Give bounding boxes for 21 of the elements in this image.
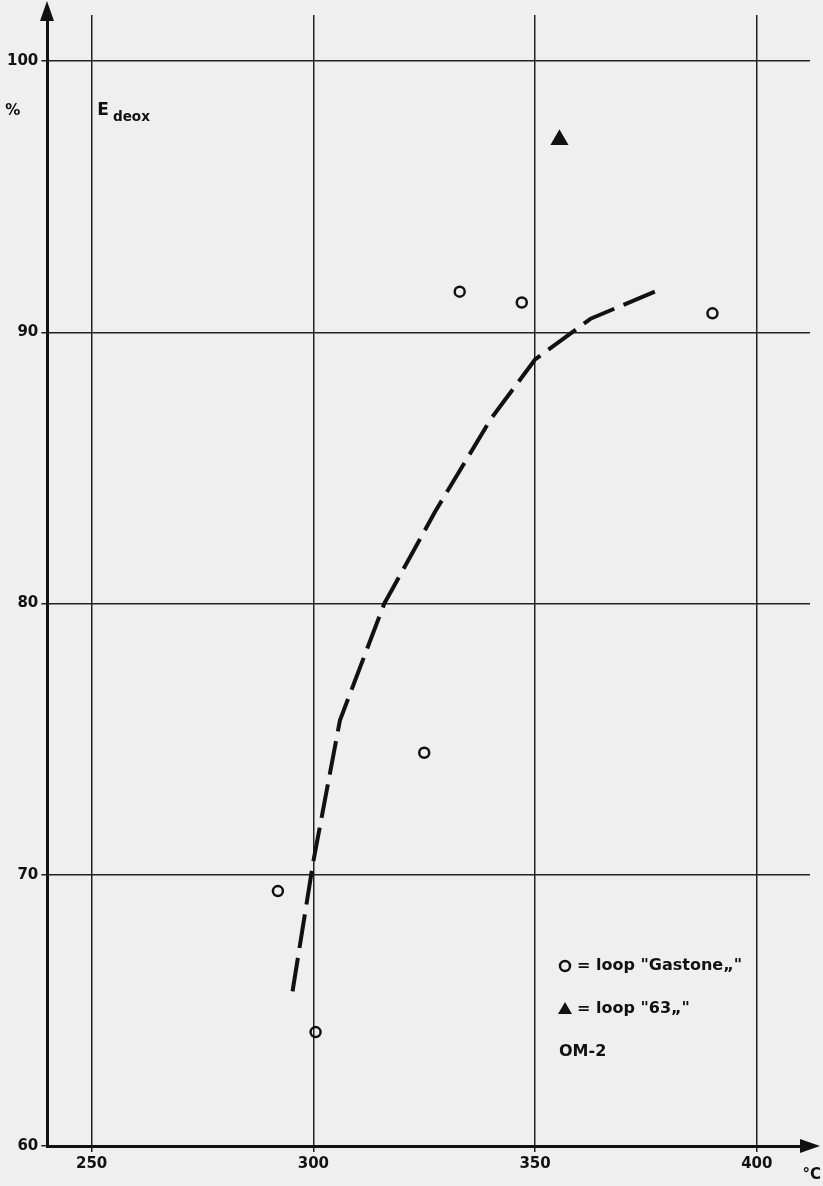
y-tick-label: 90 xyxy=(17,322,39,341)
x-axis-title: °C xyxy=(802,1165,821,1184)
x-tick-label: 350 xyxy=(519,1153,551,1172)
legend-label: = loop "Gastone„" xyxy=(577,955,742,975)
annotation: OM-2 xyxy=(559,1041,607,1061)
x-tick-label: 400 xyxy=(741,1153,773,1172)
x-tick-label: 300 xyxy=(297,1153,330,1172)
y-tick-label: 80 xyxy=(17,593,39,612)
point xyxy=(453,285,466,298)
point xyxy=(417,746,431,759)
point xyxy=(309,1025,322,1039)
y-tick-label: 100 xyxy=(7,51,39,69)
y-axis-title: % xyxy=(5,101,21,119)
y-tick-label: 60 xyxy=(17,1135,39,1154)
y-tick-label: 70 xyxy=(17,864,39,883)
point xyxy=(271,884,285,898)
point xyxy=(515,296,529,309)
point xyxy=(706,307,719,320)
legend-label: = loop "63„" xyxy=(577,998,690,1018)
x-tick-label: 250 xyxy=(76,1153,108,1172)
point xyxy=(551,130,568,146)
